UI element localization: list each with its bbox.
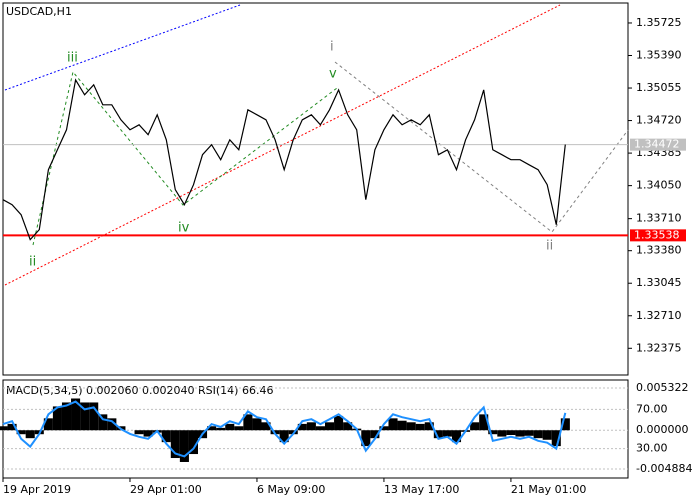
macd-bar — [406, 422, 416, 431]
macd-bar — [161, 430, 171, 443]
macd-bar — [207, 426, 217, 431]
y-tick-label: 1.35055 — [636, 81, 682, 94]
macd-bar — [497, 430, 507, 437]
macd-bar — [361, 430, 371, 447]
support-label: 1.33538 — [634, 228, 680, 241]
macd-bar — [188, 430, 199, 455]
macd-bar — [479, 414, 489, 431]
macd-bar — [16, 430, 26, 435]
macd-bar — [442, 430, 452, 437]
macd-bar — [261, 422, 271, 431]
wave-path — [334, 61, 629, 233]
y2-tick-label: 70.00 — [636, 402, 668, 415]
y-tick-label: 1.32375 — [636, 341, 682, 354]
macd-bar — [560, 418, 570, 431]
wave-label: iii — [67, 51, 78, 66]
macd-bar — [506, 430, 516, 435]
wave-label: ii — [546, 239, 553, 254]
wave-lines — [4, 4, 629, 286]
macd-bar — [397, 420, 407, 431]
current_price-box — [630, 138, 686, 151]
macd-bar — [542, 430, 552, 440]
macd-bar — [71, 398, 81, 431]
macd-bar — [252, 418, 262, 431]
y-tick-label: 0.005322 — [636, 381, 689, 394]
macd-bar — [43, 418, 53, 431]
macd-bar — [170, 430, 180, 459]
macd-bar — [143, 430, 153, 437]
main-frame — [2, 2, 629, 376]
macd-bar — [379, 426, 389, 431]
wave-label: i — [330, 40, 334, 55]
macd-bar — [98, 414, 108, 431]
macd-bar — [524, 430, 534, 436]
wave-label: v — [329, 67, 337, 82]
macd-bar — [243, 414, 253, 431]
y-tick-label: 1.32710 — [636, 309, 682, 322]
macd-bar — [52, 406, 62, 431]
wave-label: iv — [178, 221, 190, 236]
macd-bar — [134, 430, 144, 435]
x-tick-label: 13 May 17:00 — [384, 483, 459, 496]
macd-bar — [343, 422, 353, 431]
macd-bar — [370, 430, 380, 439]
macd-bar — [279, 430, 289, 443]
macd-bar — [216, 427, 226, 431]
x-tick-label: 6 May 09:00 — [257, 483, 325, 496]
macd-bar — [25, 430, 35, 439]
y-tick-label: 1.35725 — [636, 16, 682, 29]
macd-bar — [324, 422, 335, 431]
y-tick-label: 0.000000 — [636, 423, 689, 436]
chart-title: USDCAD,H1 — [6, 5, 72, 18]
macd-bar — [107, 418, 117, 431]
macd-bar — [179, 430, 189, 462]
macd-bar — [297, 423, 307, 431]
macd-bar — [551, 430, 561, 447]
wave-path — [32, 70, 338, 246]
indicator-title: MACD(5,34,5) 0.002060 0.002040 RSI(14) 6… — [6, 384, 273, 397]
x-tick-label: 29 Apr 01:00 — [130, 483, 202, 496]
macd-bar — [89, 402, 99, 431]
macd-bar — [488, 430, 498, 435]
price-line — [2, 78, 566, 241]
y-tick-label: 1.33710 — [636, 212, 682, 225]
y-tick-label: -0.004884 — [636, 462, 692, 475]
macd-bar — [515, 430, 525, 437]
macd-bar — [234, 426, 244, 431]
y-tick-label: 1.34720 — [636, 114, 682, 127]
y2-tick-label: 30.00 — [636, 442, 668, 455]
macd-bar — [470, 422, 480, 431]
wave-label: ii — [29, 255, 36, 270]
macd-bar — [451, 430, 462, 443]
macd-bar — [433, 430, 443, 439]
y-tick-label: 1.34050 — [636, 179, 682, 192]
y-tick-label: 1.33380 — [636, 244, 682, 257]
rsi-line — [2, 400, 567, 458]
y-tick-label: 1.33045 — [636, 276, 682, 289]
macd-bar — [61, 402, 72, 431]
macd-bar — [388, 418, 398, 431]
macd-bar — [80, 402, 90, 431]
support-box — [630, 229, 686, 242]
macd-bar — [306, 422, 316, 431]
macd-bar — [334, 415, 344, 431]
current_price-label: 1.34472 — [634, 138, 680, 151]
y-tick-label: 1.35390 — [636, 48, 682, 61]
macd-bar — [315, 426, 325, 431]
x-tick-label: 19 Apr 2019 — [3, 483, 71, 496]
trend-line — [4, 4, 241, 91]
x-tick-label: 21 May 01:00 — [511, 483, 586, 496]
macd-bar — [225, 423, 235, 431]
macd-bar — [415, 423, 425, 431]
macd-bar — [424, 422, 434, 431]
macd-bar — [0, 426, 8, 431]
macd-bar — [533, 430, 543, 439]
macd-bar — [7, 423, 17, 431]
